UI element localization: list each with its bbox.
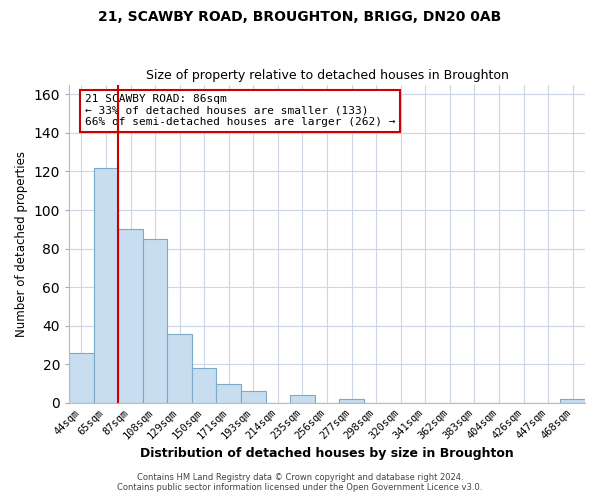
Bar <box>94 168 118 403</box>
Text: Contains HM Land Registry data © Crown copyright and database right 2024.
Contai: Contains HM Land Registry data © Crown c… <box>118 473 482 492</box>
Bar <box>192 368 217 403</box>
Bar <box>290 396 315 403</box>
Bar <box>69 353 94 403</box>
Bar <box>340 399 364 403</box>
Y-axis label: Number of detached properties: Number of detached properties <box>15 151 28 337</box>
Bar <box>167 334 192 403</box>
Bar <box>143 239 167 403</box>
X-axis label: Distribution of detached houses by size in Broughton: Distribution of detached houses by size … <box>140 447 514 460</box>
Bar <box>217 384 241 403</box>
Title: Size of property relative to detached houses in Broughton: Size of property relative to detached ho… <box>146 69 508 82</box>
Text: 21, SCAWBY ROAD, BROUGHTON, BRIGG, DN20 0AB: 21, SCAWBY ROAD, BROUGHTON, BRIGG, DN20 … <box>98 10 502 24</box>
Bar <box>241 392 266 403</box>
Bar <box>118 230 143 403</box>
Text: 21 SCAWBY ROAD: 86sqm
← 33% of detached houses are smaller (133)
66% of semi-det: 21 SCAWBY ROAD: 86sqm ← 33% of detached … <box>85 94 395 128</box>
Bar <box>560 399 585 403</box>
